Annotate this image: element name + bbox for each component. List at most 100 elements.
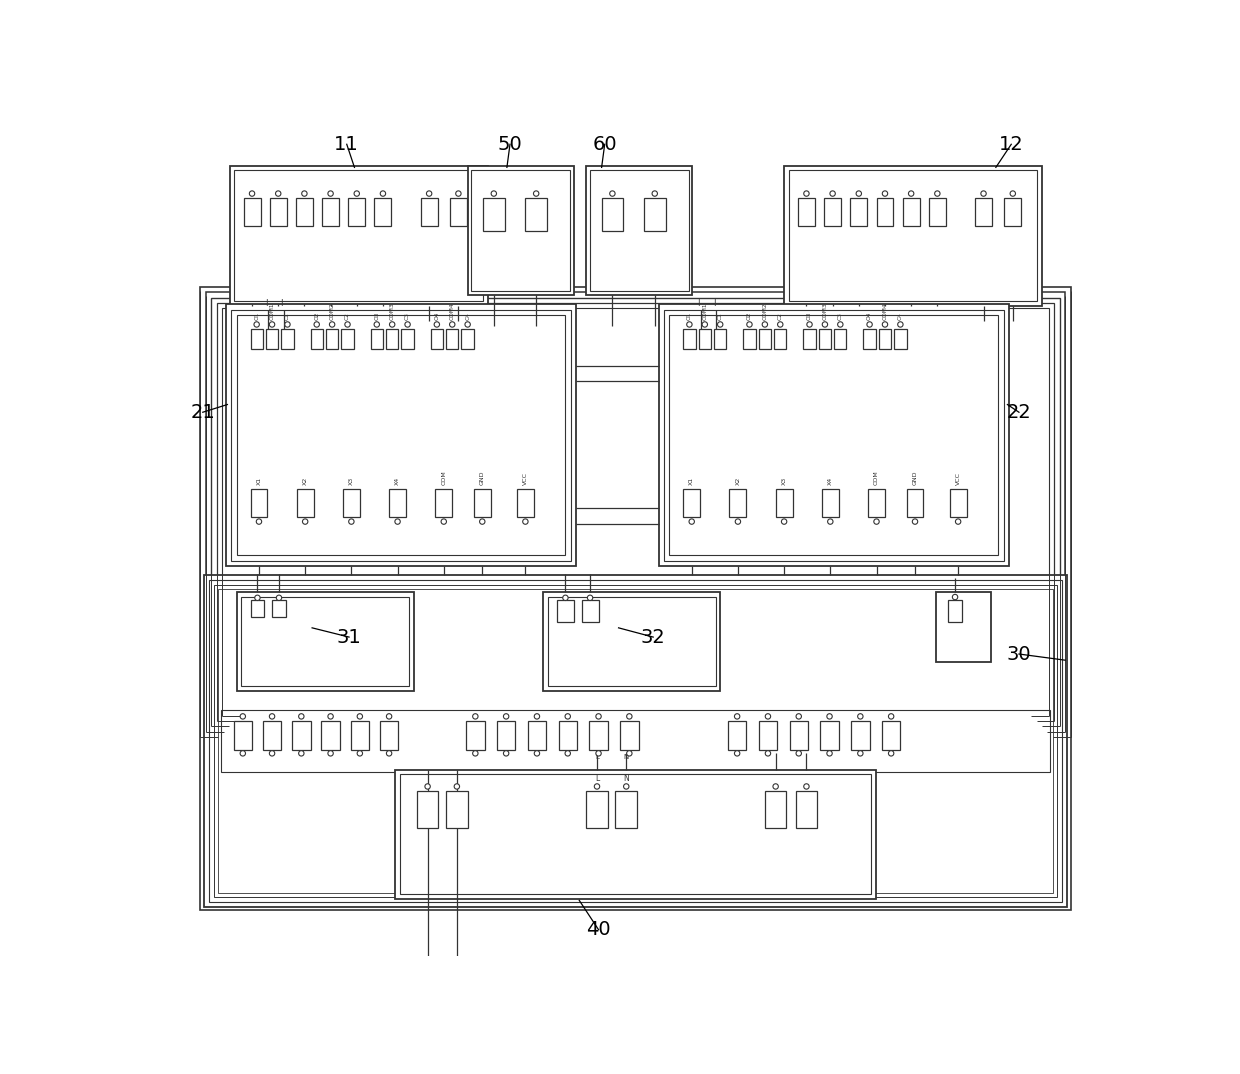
Bar [776,490,792,517]
Bar [420,199,438,226]
Bar [450,199,467,226]
Circle shape [357,751,362,756]
Bar [237,593,414,691]
Bar [528,721,546,751]
Bar [446,792,467,828]
Bar [351,721,370,751]
Bar [272,600,286,618]
Circle shape [303,519,308,524]
Circle shape [830,191,836,197]
Circle shape [913,519,918,524]
Bar [729,490,746,517]
Circle shape [330,322,335,328]
Circle shape [935,191,940,197]
Circle shape [254,595,260,600]
Text: C2: C2 [777,311,782,320]
Bar [237,316,565,555]
Circle shape [596,714,601,720]
Circle shape [594,784,600,789]
Bar [243,199,260,226]
Circle shape [687,322,692,328]
Circle shape [624,784,629,789]
Circle shape [1011,191,1016,197]
Bar [879,329,892,349]
Bar [759,329,771,349]
Circle shape [888,751,894,756]
Text: GND: GND [913,470,918,484]
Text: 40: 40 [587,920,611,939]
Circle shape [357,714,362,720]
Bar [774,329,786,349]
Bar [894,329,906,349]
Circle shape [299,714,304,720]
Text: 30: 30 [1007,644,1032,664]
Text: C2: C2 [345,311,350,320]
Bar [293,721,310,751]
Bar [222,308,1049,889]
Bar [218,590,1053,892]
Bar [663,309,1003,561]
Bar [341,329,353,349]
Circle shape [472,714,479,720]
Text: C4: C4 [465,311,470,320]
Text: I: I [264,300,267,308]
Circle shape [257,519,262,524]
Bar [386,329,398,349]
Text: COM3: COM3 [822,302,827,320]
Circle shape [374,322,379,328]
Bar [714,329,727,349]
Bar [265,329,278,349]
Text: X1: X1 [689,477,694,484]
Circle shape [465,322,470,328]
Circle shape [796,714,801,720]
Bar [461,329,474,349]
Bar [975,199,992,226]
Bar [211,297,1060,900]
Text: C3: C3 [838,311,843,320]
Circle shape [734,714,740,720]
Bar [250,329,263,349]
Circle shape [827,519,833,524]
Circle shape [314,322,320,328]
Text: N: N [624,754,629,760]
Bar [796,792,817,828]
Circle shape [827,714,832,720]
Circle shape [952,594,957,599]
Circle shape [773,784,779,789]
Text: 50: 50 [497,134,522,154]
Circle shape [883,191,888,197]
Text: I: I [697,300,699,308]
Bar [221,710,1050,772]
Bar [229,165,487,306]
Bar [949,600,962,622]
Text: O4: O4 [867,311,872,320]
Bar [670,316,998,555]
Bar [402,329,414,349]
Circle shape [874,519,879,524]
Circle shape [610,191,615,197]
Circle shape [689,519,694,524]
Circle shape [796,751,801,756]
Circle shape [765,751,770,756]
Bar [835,329,847,349]
Circle shape [563,595,568,600]
Bar [548,597,715,686]
Text: 21: 21 [191,403,215,422]
Bar [863,329,875,349]
Circle shape [491,191,496,197]
Text: VCC: VCC [523,471,528,484]
Bar [543,593,720,691]
Text: I: I [280,300,283,308]
Circle shape [394,519,401,524]
Circle shape [387,714,392,720]
Circle shape [858,751,863,756]
Bar [698,329,711,349]
Circle shape [389,322,394,328]
Bar [582,600,599,622]
Circle shape [981,191,986,197]
Bar [868,490,885,517]
Bar [389,490,405,517]
Circle shape [425,784,430,789]
Circle shape [838,322,843,328]
Circle shape [765,714,770,720]
